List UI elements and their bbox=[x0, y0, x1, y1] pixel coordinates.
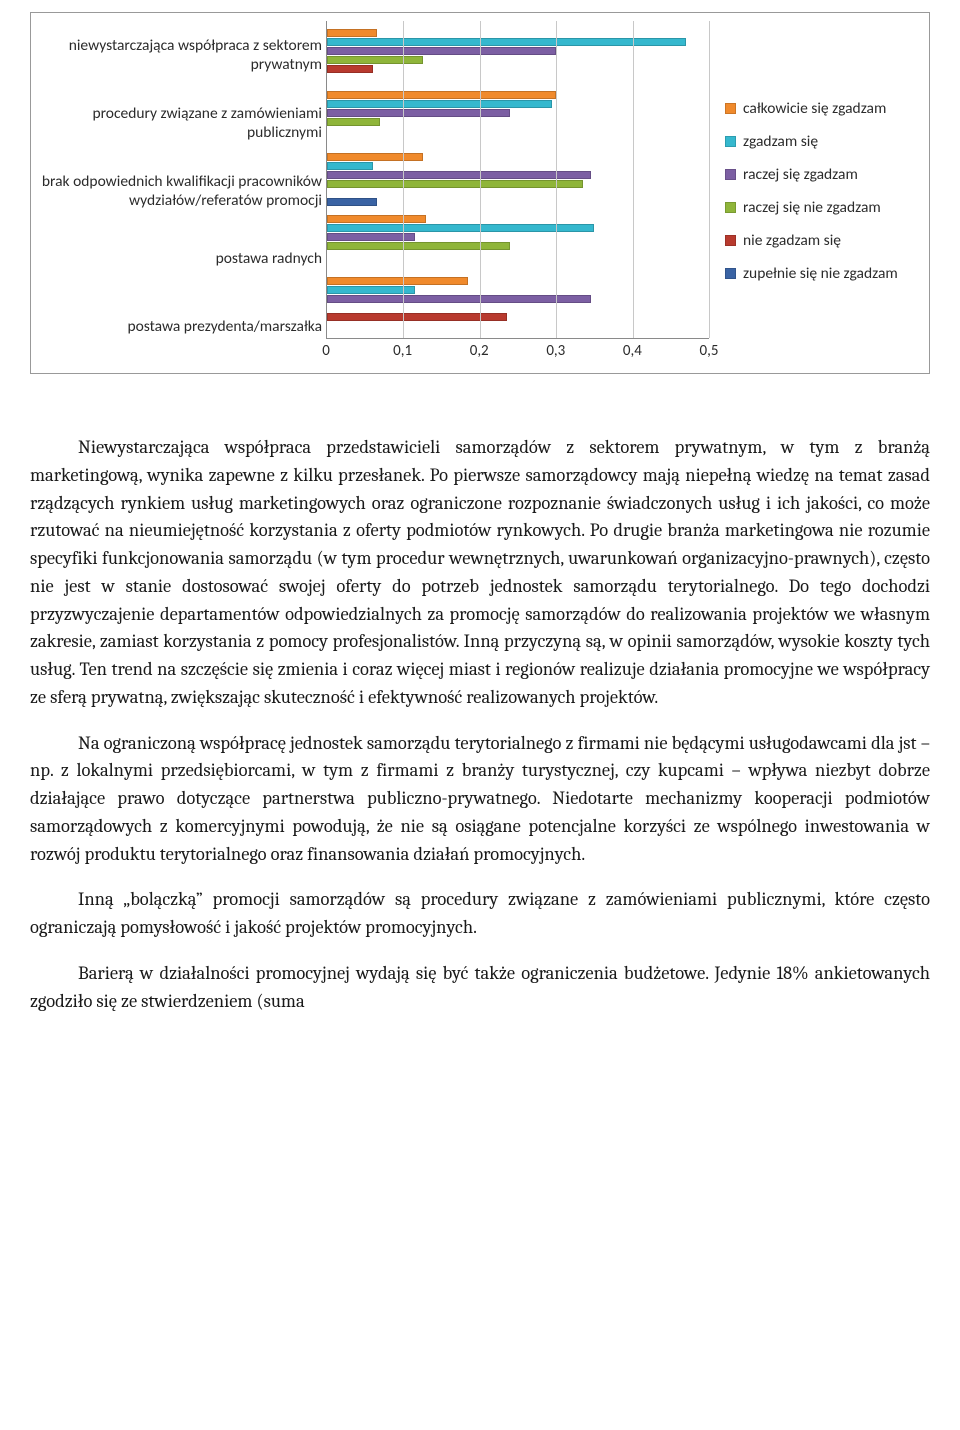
bar bbox=[327, 47, 556, 55]
bar bbox=[327, 180, 583, 188]
paragraph: Niewystarczająca współpraca przedstawici… bbox=[30, 434, 930, 712]
category-label-text: postawa radnych bbox=[216, 249, 322, 268]
bar-group bbox=[327, 212, 709, 271]
legend-item: raczej się nie zgadzam bbox=[725, 198, 919, 217]
bar bbox=[327, 286, 415, 294]
bar bbox=[327, 224, 594, 232]
x-axis-ticks: 00,10,20,30,40,5 bbox=[326, 339, 709, 361]
legend-item: nie zgadzam się bbox=[725, 231, 919, 250]
legend-label: zgadzam się bbox=[743, 132, 818, 151]
legend-swatch bbox=[725, 235, 736, 246]
paragraph: Na ograniczoną współpracę jednostek samo… bbox=[30, 730, 930, 869]
legend: całkowicie się zgadzam zgadzam się racze… bbox=[709, 21, 919, 361]
category-label: brak odpowiednich kwalifikacji pracownik… bbox=[41, 165, 322, 217]
bar bbox=[327, 65, 373, 73]
bar-groups bbox=[327, 21, 709, 338]
paragraph: Inną „bolączką” promocji samorządów są p… bbox=[30, 886, 930, 942]
gridline bbox=[556, 21, 557, 338]
legend-item: zgadzam się bbox=[725, 132, 919, 151]
legend-swatch bbox=[725, 136, 736, 147]
bar bbox=[327, 162, 373, 170]
bar bbox=[327, 29, 377, 37]
legend-item: raczej się zgadzam bbox=[725, 165, 919, 184]
body-text: Niewystarczająca współpraca przedstawici… bbox=[30, 434, 930, 1015]
category-label-text: brak odpowiednich kwalifikacji pracownik… bbox=[41, 172, 322, 211]
x-tick-label: 0,4 bbox=[623, 342, 642, 360]
legend-item: całkowicie się zgadzam bbox=[725, 99, 919, 118]
legend-swatch bbox=[725, 169, 736, 180]
gridline bbox=[480, 21, 481, 338]
x-tick-label: 0,1 bbox=[393, 342, 412, 360]
legend-label: nie zgadzam się bbox=[743, 231, 841, 250]
category-label: postawa prezydenta/marszałka bbox=[41, 301, 322, 353]
legend-swatch bbox=[725, 202, 736, 213]
legend-label: raczej się zgadzam bbox=[743, 165, 858, 184]
chart-body: niewystarczająca współpraca z sektorem p… bbox=[41, 21, 709, 361]
bar bbox=[327, 91, 556, 99]
bar-group bbox=[327, 150, 709, 209]
x-tick-label: 0,2 bbox=[470, 342, 489, 360]
category-label: procedury związane z zamówieniami public… bbox=[41, 97, 322, 149]
legend-label: raczej się nie zgadzam bbox=[743, 198, 881, 217]
gridline bbox=[709, 21, 710, 338]
category-label: niewystarczająca współpraca z sektorem p… bbox=[41, 29, 322, 81]
x-tick-label: 0,5 bbox=[700, 342, 719, 360]
bar bbox=[327, 215, 426, 223]
bar-group bbox=[327, 88, 709, 147]
paragraph: Barierą w działalności promocyjnej wydaj… bbox=[30, 960, 930, 1016]
plot-area bbox=[326, 21, 709, 339]
gridline bbox=[633, 21, 634, 338]
bar-group bbox=[327, 274, 709, 333]
legend-item: zupełnie się nie zgadzam bbox=[725, 264, 919, 283]
gridline bbox=[403, 21, 404, 338]
category-axis: niewystarczająca współpraca z sektorem p… bbox=[41, 21, 326, 361]
bar bbox=[327, 109, 510, 117]
category-label: postawa radnych bbox=[41, 233, 322, 285]
bar bbox=[327, 277, 468, 285]
x-tick-label: 0,3 bbox=[546, 342, 565, 360]
category-label-text: postawa prezydenta/marszałka bbox=[127, 317, 322, 336]
bar bbox=[327, 56, 423, 64]
bar bbox=[327, 171, 591, 179]
x-tick-label: 0 bbox=[322, 342, 330, 360]
bar bbox=[327, 153, 423, 161]
bar-group bbox=[327, 26, 709, 85]
bar bbox=[327, 295, 591, 303]
category-label-text: niewystarczająca współpraca z sektorem p… bbox=[41, 36, 322, 75]
plot-area-wrap: 00,10,20,30,40,5 bbox=[326, 21, 709, 361]
bar bbox=[327, 242, 510, 250]
legend-label: całkowicie się zgadzam bbox=[743, 99, 886, 118]
bar-chart: niewystarczająca współpraca z sektorem p… bbox=[30, 12, 930, 374]
legend-swatch bbox=[725, 268, 736, 279]
bar bbox=[327, 118, 380, 126]
legend-swatch bbox=[725, 103, 736, 114]
bar bbox=[327, 233, 415, 241]
category-label-text: procedury związane z zamówieniami public… bbox=[41, 104, 322, 143]
bar bbox=[327, 198, 377, 206]
legend-label: zupełnie się nie zgadzam bbox=[743, 264, 898, 283]
bar bbox=[327, 100, 552, 108]
